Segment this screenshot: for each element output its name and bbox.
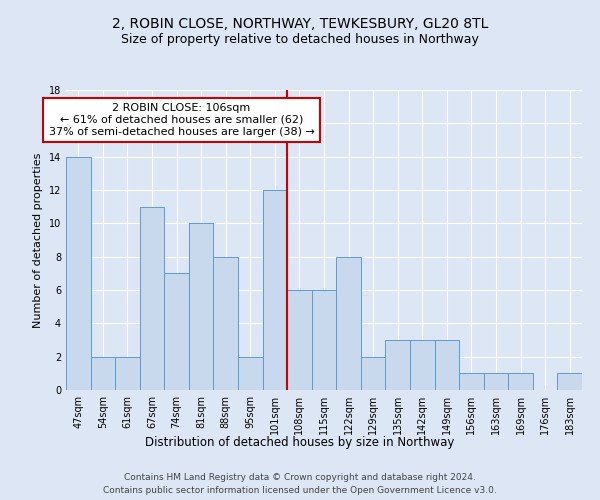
Bar	[263, 190, 287, 390]
Bar	[385, 340, 410, 390]
Bar	[164, 274, 189, 390]
Bar	[287, 290, 312, 390]
Bar	[508, 374, 533, 390]
Bar	[214, 256, 238, 390]
Text: 2, ROBIN CLOSE, NORTHWAY, TEWKESBURY, GL20 8TL: 2, ROBIN CLOSE, NORTHWAY, TEWKESBURY, GL…	[112, 18, 488, 32]
Text: Distribution of detached houses by size in Northway: Distribution of detached houses by size …	[145, 436, 455, 449]
Bar	[115, 356, 140, 390]
Bar	[238, 356, 263, 390]
Bar	[410, 340, 434, 390]
Bar	[91, 356, 115, 390]
Bar	[459, 374, 484, 390]
Bar	[189, 224, 214, 390]
Bar	[312, 290, 336, 390]
Y-axis label: Number of detached properties: Number of detached properties	[33, 152, 43, 328]
Bar	[484, 374, 508, 390]
Text: Contains HM Land Registry data © Crown copyright and database right 2024.
Contai: Contains HM Land Registry data © Crown c…	[103, 472, 497, 494]
Bar	[434, 340, 459, 390]
Bar	[361, 356, 385, 390]
Bar	[336, 256, 361, 390]
Text: Size of property relative to detached houses in Northway: Size of property relative to detached ho…	[121, 32, 479, 46]
Text: 2 ROBIN CLOSE: 106sqm
← 61% of detached houses are smaller (62)
37% of semi-deta: 2 ROBIN CLOSE: 106sqm ← 61% of detached …	[49, 104, 314, 136]
Bar	[66, 156, 91, 390]
Bar	[557, 374, 582, 390]
Bar	[140, 206, 164, 390]
